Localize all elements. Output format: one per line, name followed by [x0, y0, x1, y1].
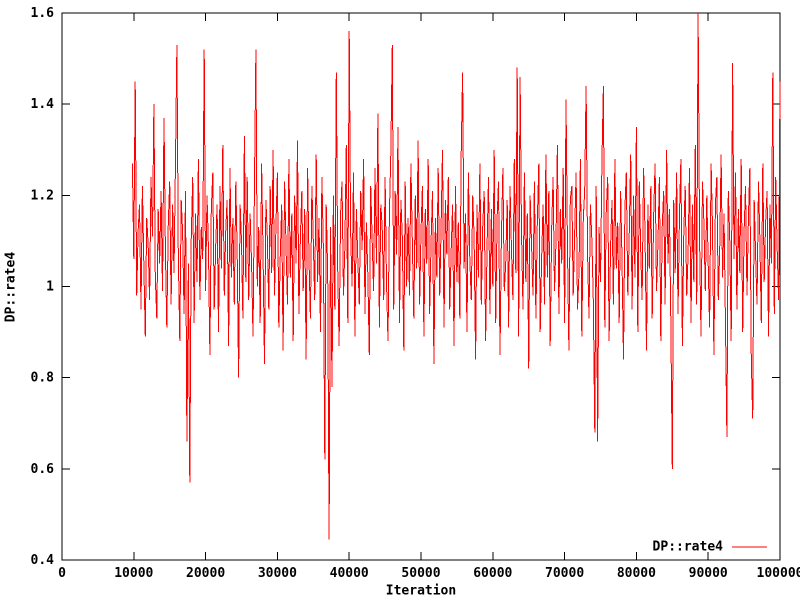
series-line-dp-rate4: [131, 12, 781, 540]
y-tick-label: 1.2: [31, 188, 54, 203]
x-tick-label: 40000: [330, 566, 369, 581]
y-tick-label: 1.6: [31, 6, 55, 21]
x-tick-label: 20000: [186, 566, 225, 581]
x-tick-label: 10000: [114, 566, 153, 581]
x-tick-label: 30000: [258, 566, 297, 581]
y-axis-title: DP::rate4: [3, 251, 19, 323]
x-tick-label: 60000: [473, 566, 512, 581]
x-tick-label: 80000: [617, 566, 656, 581]
x-tick-label: 100000: [757, 566, 800, 581]
y-tick-label: 0.4: [31, 553, 55, 568]
y-tick-label: 1: [46, 280, 54, 295]
x-axis-title: Iteration: [385, 583, 457, 599]
legend-label: DP::rate4: [652, 539, 723, 555]
x-tick-label: 90000: [689, 566, 728, 581]
x-tick-label: 0: [58, 566, 66, 581]
y-tick-label: 0.6: [31, 462, 55, 477]
y-tick-label: 1.4: [31, 97, 55, 112]
y-tick-label: 0.8: [31, 371, 55, 386]
x-tick-label: 70000: [545, 566, 584, 581]
plot-border: [61, 12, 781, 561]
x-tick-label: 50000: [401, 566, 440, 581]
